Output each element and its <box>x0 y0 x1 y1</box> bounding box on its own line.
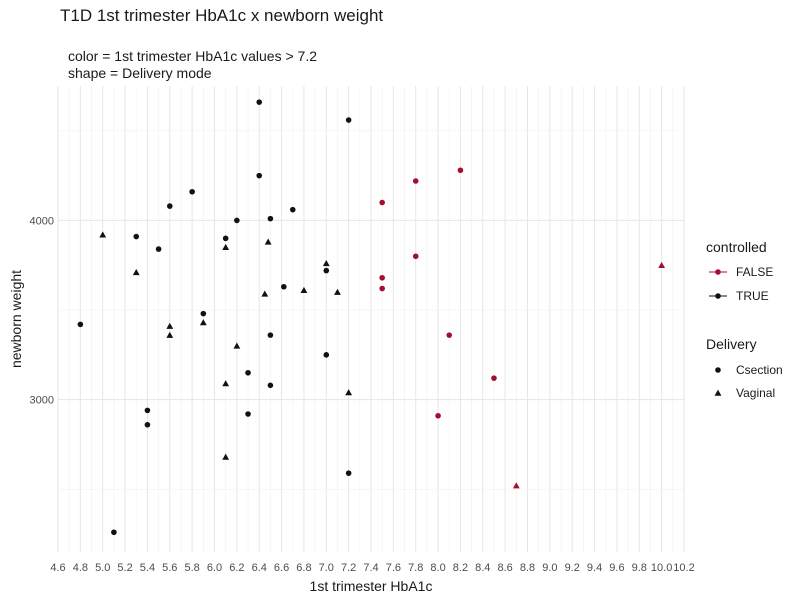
data-point-circle <box>133 233 140 240</box>
data-point-triangle <box>222 453 230 460</box>
x-tick-label: 7.6 <box>386 562 401 574</box>
data-point-circle <box>412 178 419 184</box>
data-point-circle <box>379 285 385 292</box>
data-point-circle <box>267 215 274 222</box>
data-point-circle <box>345 117 352 123</box>
x-tick-label: 8.2 <box>453 562 468 574</box>
data-point-triangle <box>658 261 666 268</box>
x-tick-label: 10.0 <box>651 562 672 574</box>
data-point-circle <box>166 203 173 209</box>
data-point-triangle <box>322 260 330 267</box>
x-tick-label: 10.2 <box>673 562 694 574</box>
x-tick-label: 9.8 <box>632 562 647 574</box>
x-tick-label: 8.4 <box>475 562 490 574</box>
data-point-triangle <box>222 243 230 251</box>
legend-label-true: TRUE <box>736 289 769 303</box>
x-tick-label: 9.6 <box>609 562 624 574</box>
data-point-circle <box>189 188 195 195</box>
y-tick-label: 3000 <box>30 395 54 407</box>
data-point-triangle <box>345 389 353 396</box>
legend-label-csection: Csection <box>736 363 783 377</box>
chart-subtitle-color: color = 1st trimester HbA1c values > 7.2 <box>68 48 317 64</box>
x-tick-label: 7.8 <box>408 562 423 574</box>
data-point-circle <box>379 274 385 281</box>
data-point-circle <box>200 310 207 317</box>
data-point-circle <box>111 529 117 536</box>
data-point-circle <box>155 246 162 252</box>
x-tick-label: 4.8 <box>73 562 88 574</box>
x-tick-label: 7.4 <box>363 562 378 574</box>
data-point-triangle <box>199 319 207 326</box>
x-tick-label: 6.2 <box>229 562 244 574</box>
data-point-triangle <box>166 331 174 338</box>
x-tick-label: 5.6 <box>162 562 177 574</box>
data-point-triangle <box>166 322 174 329</box>
chart-subtitle-shape: shape = Delivery mode <box>68 65 212 81</box>
chart-title: T1D 1st trimester HbA1c x newborn weight <box>60 6 384 25</box>
x-tick-label: 6.4 <box>252 562 267 574</box>
data-point-circle <box>435 412 441 419</box>
data-point-circle <box>323 352 330 358</box>
data-point-circle <box>256 99 263 105</box>
data-point-circle <box>457 167 464 174</box>
data-point-circle <box>144 407 151 414</box>
data-point-triangle <box>99 231 107 238</box>
data-point-circle <box>256 172 263 179</box>
data-point-triangle <box>334 288 341 295</box>
legend-key-point <box>715 293 721 299</box>
x-tick-label: 6.6 <box>274 562 289 574</box>
data-point-circle <box>245 369 251 376</box>
data-point-circle <box>144 421 151 428</box>
data-point-triangle <box>132 269 140 276</box>
data-point-triangle <box>233 342 241 349</box>
data-point-circle <box>491 375 497 381</box>
data-point-triangle <box>300 286 308 294</box>
data-point-circle <box>323 267 330 274</box>
data-point-circle <box>412 253 419 260</box>
data-point-circle <box>77 321 84 328</box>
x-tick-label: 6.0 <box>207 562 222 574</box>
y-axis-title: newborn weight <box>8 270 24 368</box>
data-point-circle <box>267 332 274 338</box>
data-point-circle <box>281 283 287 290</box>
data-point-circle <box>446 332 453 338</box>
x-tick-label: 5.0 <box>95 562 110 574</box>
data-point-circle <box>289 206 296 213</box>
legend-key-triangle <box>714 389 722 396</box>
data-point-circle <box>245 411 251 417</box>
data-point-circle <box>345 470 352 476</box>
legend-label-false: FALSE <box>736 265 773 279</box>
x-tick-label: 9.4 <box>587 562 602 574</box>
x-axis-title: 1st trimester HbA1c <box>310 578 433 594</box>
data-point-triangle <box>512 482 520 489</box>
x-tick-label: 9.2 <box>565 562 580 574</box>
data-point-triangle <box>261 290 269 297</box>
legend-label-vaginal: Vaginal <box>736 386 775 400</box>
x-tick-label: 9.0 <box>542 562 557 574</box>
data-point-circle <box>222 235 229 242</box>
data-point-triangle <box>264 238 272 245</box>
x-tick-label: 8.6 <box>497 562 512 574</box>
x-tick-label: 7.0 <box>319 562 334 574</box>
x-tick-label: 7.2 <box>341 562 356 574</box>
x-tick-label: 5.4 <box>140 562 155 574</box>
data-point-triangle <box>222 380 230 387</box>
legend-title-delivery: Delivery <box>706 336 757 352</box>
x-tick-label: 8.0 <box>430 562 445 574</box>
data-point-circle <box>234 217 240 224</box>
x-tick-label: 4.6 <box>50 562 65 574</box>
legend-title-controlled: controlled <box>706 239 767 255</box>
x-tick-label: 6.8 <box>296 562 311 574</box>
legend-key-point <box>715 269 721 275</box>
x-tick-label: 5.8 <box>184 562 199 574</box>
y-tick-label: 4000 <box>30 215 54 227</box>
data-point-circle <box>267 382 274 389</box>
data-point-circle <box>379 199 385 206</box>
legend-key-circle <box>715 367 721 373</box>
x-tick-label: 8.8 <box>520 562 535 574</box>
x-tick-label: 5.2 <box>117 562 132 574</box>
